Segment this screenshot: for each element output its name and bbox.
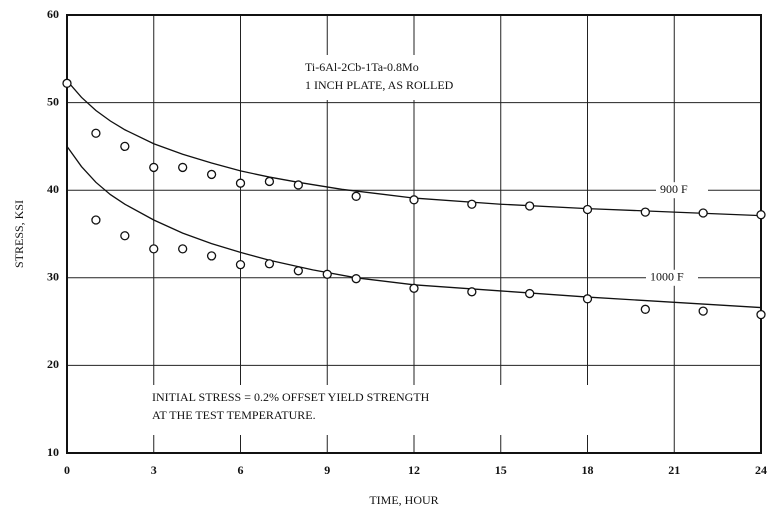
plot-frame [66, 14, 762, 454]
data-point [351, 274, 361, 284]
series-label: 900 F [660, 182, 688, 196]
chart-title: 1 INCH PLATE, AS ROLLED [305, 78, 454, 92]
data-point [264, 259, 275, 269]
data-point [582, 204, 593, 215]
data-point [409, 283, 419, 293]
data-point [235, 260, 246, 270]
data-point [293, 180, 303, 190]
x-tick-label: 0 [64, 463, 70, 477]
data-point [640, 207, 650, 217]
data-point [264, 176, 275, 187]
chart-title: Ti-6Al-2Cb-1Ta-0.8Mo [305, 60, 419, 74]
y-tick-label: 50 [47, 94, 59, 108]
data-point [322, 269, 332, 279]
annotation-box [145, 385, 595, 435]
data-point [178, 162, 188, 173]
data-point [206, 169, 217, 180]
y-tick-label: 30 [47, 270, 59, 284]
data-point [235, 178, 246, 188]
data-point [293, 266, 303, 276]
annotation: INITIAL STRESS = 0.2% OFFSET YIELD STREN… [152, 390, 430, 404]
series-label: 1000 F [650, 270, 684, 284]
series-label-box [656, 182, 708, 199]
data-point [467, 199, 477, 209]
x-tick-label: 3 [151, 463, 157, 477]
data-point [91, 128, 101, 138]
x-tick-label: 9 [324, 463, 330, 477]
data-point [351, 191, 361, 201]
data-point [698, 306, 708, 316]
data-point [409, 195, 419, 205]
data-point [206, 251, 217, 261]
data-point [62, 78, 72, 88]
data-point [525, 288, 535, 299]
series-label-box [646, 269, 698, 286]
y-tick-label: 20 [47, 357, 59, 371]
x-tick-label: 6 [238, 463, 244, 477]
y-tick-label: 60 [47, 7, 59, 21]
data-point [120, 231, 130, 241]
x-axis-label: TIME, HOUR [369, 493, 438, 507]
data-point [149, 244, 159, 254]
x-tick-label: 12 [408, 463, 420, 477]
title-box [300, 55, 490, 100]
data-point [178, 244, 188, 254]
data-point [120, 141, 130, 152]
y-tick-label: 10 [47, 445, 59, 459]
data-point [91, 215, 101, 225]
annotation: AT THE TEST TEMPERATURE. [152, 408, 316, 422]
data-point [698, 208, 708, 218]
x-tick-label: 21 [668, 463, 680, 477]
x-tick-label: 15 [495, 463, 507, 477]
data-point [756, 210, 766, 220]
data-point [582, 294, 593, 304]
y-tick-label: 40 [47, 182, 59, 196]
data-point [525, 201, 535, 211]
y-axis-label: STRESS, KSI [12, 200, 26, 268]
x-tick-label: 24 [755, 463, 767, 477]
data-point [640, 304, 650, 314]
data-point [756, 309, 766, 320]
data-point [467, 287, 477, 297]
data-point [149, 162, 159, 173]
x-tick-label: 18 [582, 463, 594, 477]
